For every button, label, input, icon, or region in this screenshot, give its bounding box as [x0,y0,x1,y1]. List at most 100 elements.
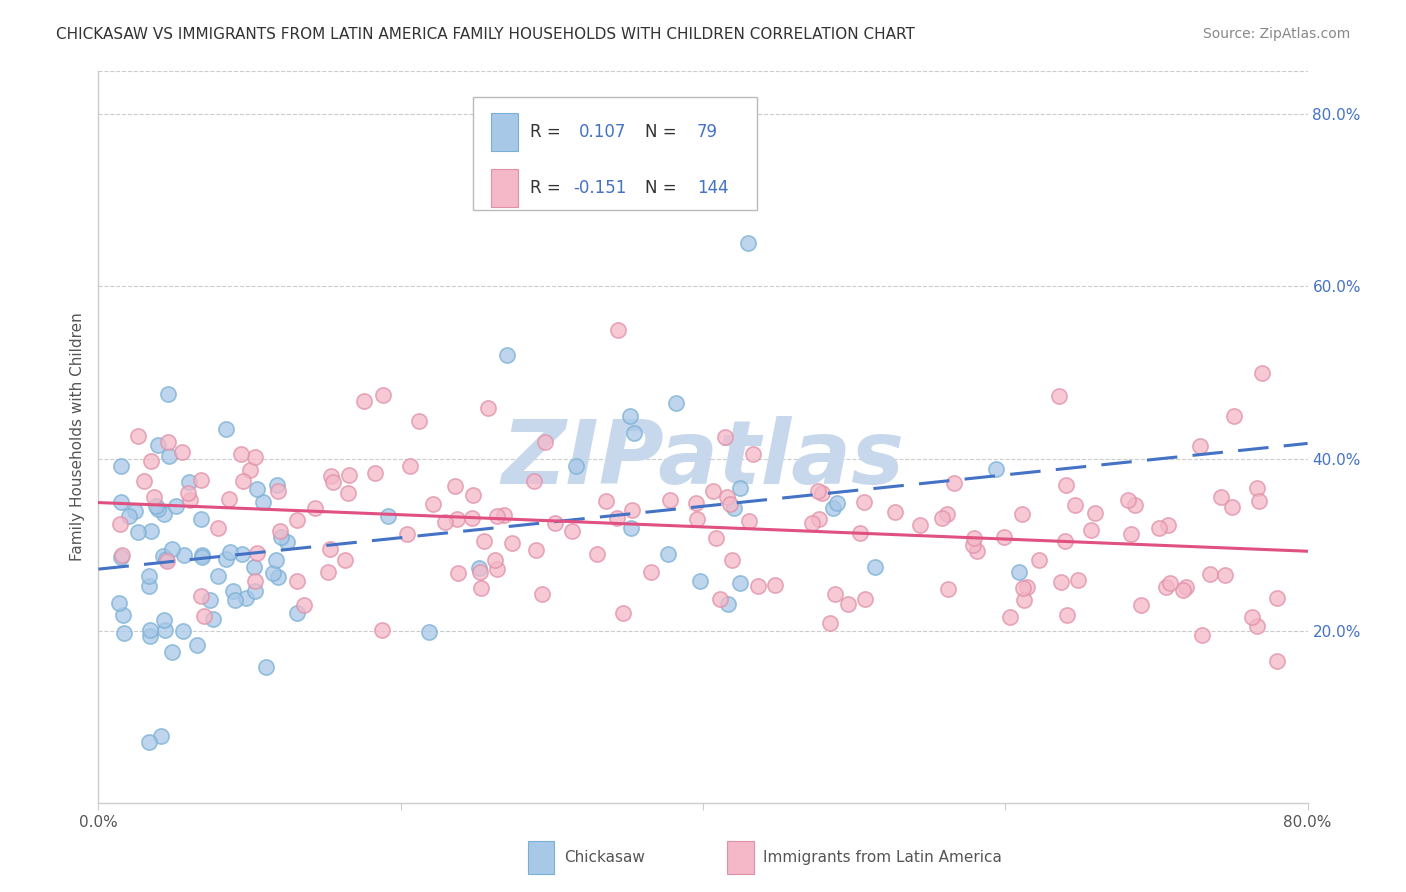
Point [1191,628,1213,642]
Point [717,597,740,611]
Point [477,401,499,415]
Point [243,450,266,465]
Point [186,638,208,652]
Point [1047,389,1070,403]
Point [1084,506,1107,520]
Text: N =: N = [645,178,682,196]
Y-axis label: Family Households with Children: Family Households with Children [69,313,84,561]
Point [470,582,492,596]
Point [170,444,193,458]
Point [1080,523,1102,537]
Point [623,426,645,441]
Point [1213,568,1236,582]
Point [824,586,846,600]
Point [364,467,387,481]
Point [935,507,957,521]
Point [285,607,308,621]
Point [931,510,953,524]
Point [728,575,751,590]
Point [433,515,456,529]
Point [111,607,134,622]
Point [1007,566,1029,580]
Point [108,516,131,531]
Text: R =: R = [530,123,567,142]
Point [486,562,509,576]
Point [704,531,727,545]
Text: Chickasaw: Chickasaw [564,850,645,865]
Point [222,584,245,599]
Point [467,560,489,574]
Point [146,501,169,516]
Point [207,568,229,582]
Point [138,579,160,593]
Point [246,546,269,560]
Point [1265,591,1288,605]
Point [908,518,931,533]
Point [1054,478,1077,492]
Bar [727,841,754,874]
Point [1067,573,1090,587]
Point [198,592,221,607]
Bar [492,169,517,207]
Point [612,606,634,620]
Point [224,592,246,607]
Point [157,435,180,450]
Point [1246,481,1268,495]
Point [825,496,848,510]
Point [111,548,134,562]
Point [657,547,679,561]
Point [1154,580,1177,594]
Point [1129,598,1152,612]
Point [723,500,745,515]
Point [1246,619,1268,633]
Point [157,450,180,464]
Point [127,525,149,540]
Point [112,626,135,640]
Point [110,458,132,473]
Point [747,579,769,593]
Point [728,481,751,495]
Point [1220,500,1243,515]
Text: 0.107: 0.107 [578,123,626,142]
Point [139,454,162,468]
Point [229,447,252,461]
Point [110,550,132,565]
Point [262,566,284,580]
Point [304,501,326,516]
Point [152,613,174,627]
Point [422,497,444,511]
Point [270,530,292,544]
Point [243,559,266,574]
Point [1017,580,1039,594]
Point [534,435,557,450]
Point [524,543,547,558]
Point [446,512,468,526]
Point [1249,493,1271,508]
Point [821,501,844,516]
Point [408,414,430,428]
Point [447,566,470,580]
Point [852,494,875,508]
Point [139,524,162,538]
Point [1064,499,1087,513]
FancyBboxPatch shape [474,97,758,211]
Point [808,512,831,526]
Point [243,583,266,598]
Point [190,474,212,488]
Point [267,484,290,499]
Point [152,549,174,563]
Point [319,542,342,557]
Point [544,516,567,531]
Point [162,542,184,557]
Point [966,544,988,558]
Point [561,524,583,538]
Point [287,512,309,526]
Point [718,498,741,512]
Text: N =: N = [645,123,682,142]
Point [619,409,641,424]
Point [145,500,167,514]
Point [1012,593,1035,607]
Point [621,503,644,517]
Point [709,591,731,606]
Point [1050,575,1073,590]
